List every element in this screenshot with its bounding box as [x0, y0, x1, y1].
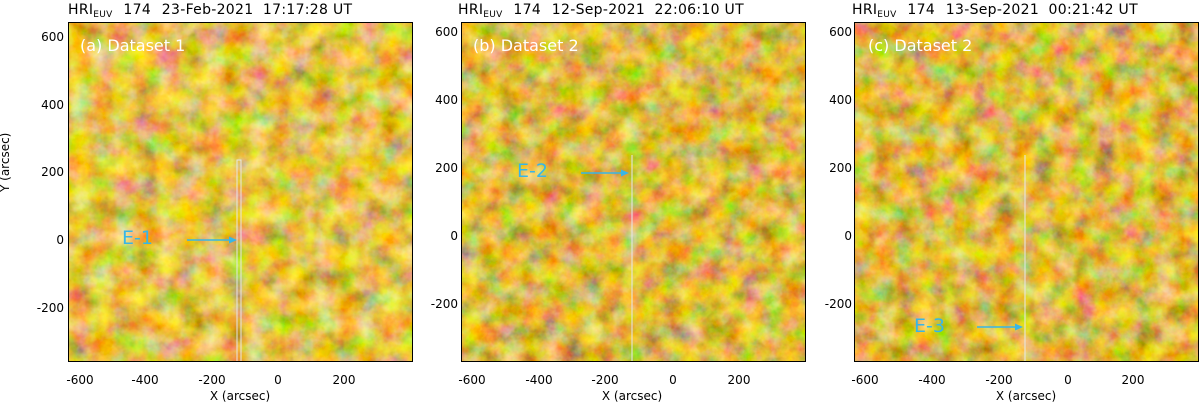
y-tick-label: -200 [824, 297, 852, 311]
y-tick-label: 600 [41, 30, 64, 44]
timestamp: 23-Feb-2021 17:17:28 UT [161, 2, 353, 18]
y-tick-label: 0 [844, 229, 852, 243]
y-tick-label: -200 [36, 301, 64, 315]
y-tick-label: 400 [829, 93, 852, 107]
euv-texture [462, 23, 805, 361]
x-axis-title: X (arcsec) [995, 389, 1057, 403]
x-tick-label: 0 [669, 373, 677, 387]
x-tick-label: -400 [525, 373, 553, 387]
x-axis-title: X (arcsec) [601, 389, 663, 403]
panel-label: (a) Dataset 1 [80, 36, 186, 55]
instrument-subscript: EUV [877, 10, 897, 20]
y-axis-title: Y (arcsec) [0, 132, 12, 192]
y-tick-label: 600 [435, 25, 458, 39]
x-tick-label: -600 [66, 373, 94, 387]
event-label: E-3 [914, 315, 945, 337]
euv-image [68, 22, 413, 362]
timestamp: 12-Sep-2021 22:06:10 UT [551, 2, 744, 18]
x-tick-label: -200 [985, 373, 1013, 387]
x-tick-label: -400 [131, 373, 159, 387]
panel-c: HRIEUV 174 13-Sep-2021 00:21:42 UT [788, 0, 1199, 406]
euv-image [854, 22, 1199, 362]
y-tick-label: 200 [435, 161, 458, 175]
instrument-subscript: EUV [93, 10, 113, 20]
panel-label: (b) Dataset 2 [473, 36, 579, 55]
instrument-name: HRI [852, 2, 878, 18]
x-tick-label: 200 [1121, 373, 1145, 387]
y-tick-label: 200 [829, 161, 852, 175]
y-tick-label: 400 [435, 93, 458, 107]
x-tick-label: 0 [274, 373, 282, 387]
euv-image [461, 22, 806, 362]
x-tick-label: -400 [918, 373, 946, 387]
y-tick-label: 400 [41, 98, 64, 112]
x-tick-label: -600 [851, 373, 879, 387]
event-arrow-head [229, 236, 237, 244]
euv-texture [855, 23, 1198, 361]
wavelength: 174 [123, 2, 152, 18]
event-label: E-1 [122, 227, 153, 249]
y-tick-label: -200 [430, 297, 458, 311]
panel-title: HRIEUV 174 23-Feb-2021 17:17:28 UT [68, 0, 413, 20]
wavelength: 174 [513, 2, 542, 18]
x-tick-label: -200 [591, 373, 619, 387]
y-tick-label: 0 [450, 229, 458, 243]
x-tick-label: 0 [1064, 373, 1072, 387]
panel-title: HRIEUV 174 13-Sep-2021 00:21:42 UT [852, 0, 1197, 20]
instrument-name: HRI [458, 2, 484, 18]
timestamp: 13-Sep-2021 00:21:42 UT [945, 2, 1138, 18]
wavelength: 174 [907, 2, 936, 18]
euv-image-graphic [462, 23, 805, 361]
y-tick-label: 600 [829, 25, 852, 39]
y-tick-label: 0 [56, 233, 64, 247]
euv-image-graphic [69, 23, 412, 361]
slit-box [236, 159, 242, 361]
x-tick-label: -200 [198, 373, 226, 387]
x-tick-label: 200 [727, 373, 751, 387]
x-tick-label: 200 [332, 373, 356, 387]
x-axis-title: X (arcsec) [209, 389, 271, 403]
event-arrow-head [1015, 323, 1023, 331]
event-label: E-2 [517, 160, 548, 182]
panel-a: HRIEUV 174 23-Feb-2021 17:17:28 UT [0, 0, 413, 406]
instrument-name: HRI [68, 2, 94, 18]
euv-image-graphic [855, 23, 1198, 361]
event-arrow-head [621, 169, 629, 177]
x-tick-label: -600 [458, 373, 486, 387]
panel-label: (c) Dataset 2 [868, 36, 973, 55]
y-tick-label: 200 [41, 165, 64, 179]
panel-title: HRIEUV 174 12-Sep-2021 22:06:10 UT [458, 0, 803, 20]
panel-b: HRIEUV 174 12-Sep-2021 22:06:10 UT [394, 0, 806, 406]
instrument-subscript: EUV [483, 10, 503, 20]
